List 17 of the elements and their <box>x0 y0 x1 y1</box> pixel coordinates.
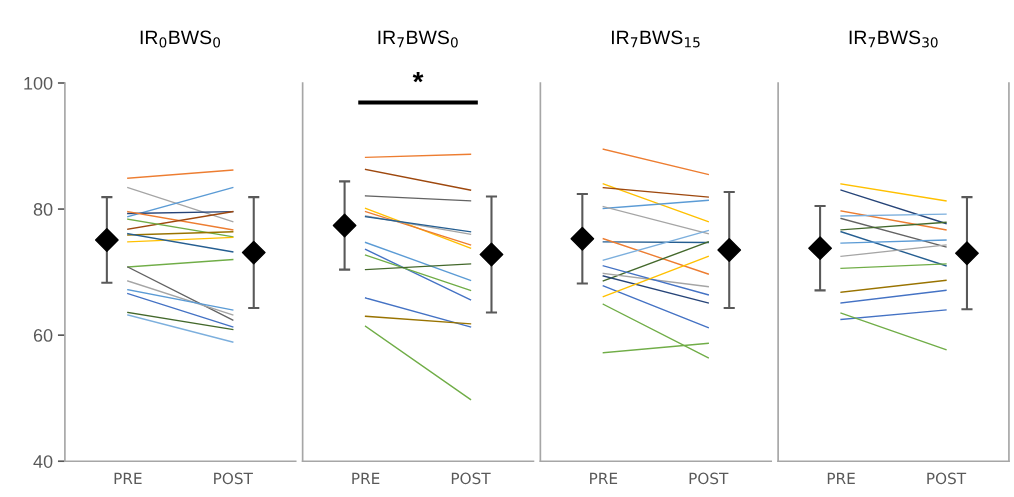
x-tick-label: PRE <box>352 472 380 484</box>
x-tick-label: POST <box>927 472 967 485</box>
y-tick-label: 100 <box>24 76 53 90</box>
x-tick-label: PRE <box>827 472 855 484</box>
y-tick-label: 40 <box>33 455 53 468</box>
chart-title: IR$_{7}$BWS$_{15}$ <box>611 30 700 48</box>
y-tick-label: 60 <box>33 329 53 342</box>
y-tick-label: 80 <box>33 203 53 216</box>
x-tick-label: PRE <box>590 472 618 484</box>
x-tick-label: POST <box>451 472 491 485</box>
chart-title: IR$_{7}$BWS$_{0}$ <box>378 30 458 48</box>
chart-title: IR$_{0}$BWS$_{0}$ <box>140 30 221 48</box>
x-tick-label: POST <box>689 472 729 485</box>
text: * <box>412 71 424 83</box>
chart-title: IR$_{7}$BWS$_{30}$ <box>849 30 938 48</box>
x-tick-label: PRE <box>114 472 142 484</box>
x-tick-label: POST <box>214 472 253 485</box>
